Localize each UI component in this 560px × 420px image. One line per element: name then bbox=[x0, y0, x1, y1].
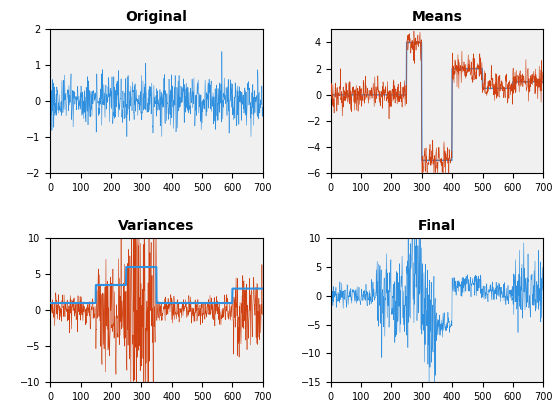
Title: Variances: Variances bbox=[118, 219, 195, 233]
Title: Means: Means bbox=[412, 10, 463, 24]
Title: Final: Final bbox=[418, 219, 456, 233]
Title: Original: Original bbox=[125, 10, 188, 24]
